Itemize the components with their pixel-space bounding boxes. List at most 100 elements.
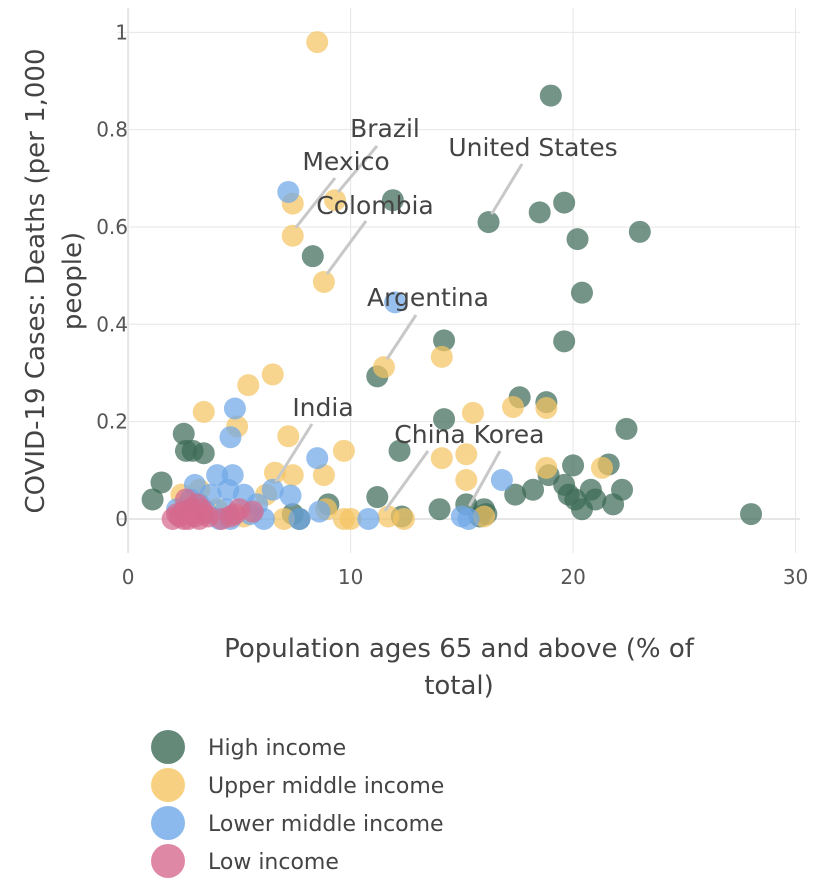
x-tick-label: 20 [560,565,585,589]
data-point-lower-middle-income[interactable] [219,426,242,449]
data-point-upper-middle-income[interactable] [324,189,347,212]
data-point-lower-middle-income[interactable] [306,447,329,470]
data-point-low-income[interactable] [166,503,189,526]
data-point-lower-middle-income[interactable] [457,507,480,530]
annotation-label-united-states: United States [448,133,617,162]
data-point-high-income[interactable] [570,281,593,304]
x-tick-label: 10 [338,565,363,589]
data-point-upper-middle-income[interactable] [430,447,453,470]
data-point-upper-middle-income[interactable] [312,464,335,487]
data-point-high-income[interactable] [553,330,576,353]
legend-marker-low-income[interactable] [151,844,185,878]
y-tick-label: 0.6 [96,215,128,239]
data-point-low-income[interactable] [190,498,213,521]
data-point-upper-middle-income[interactable] [261,363,284,386]
data-point-upper-middle-income[interactable] [339,507,362,530]
data-point-high-income[interactable] [388,439,411,462]
data-point-high-income[interactable] [539,84,562,107]
data-point-upper-middle-income[interactable] [455,469,478,492]
data-point-upper-middle-income[interactable] [281,464,304,487]
data-point-high-income[interactable] [428,498,451,521]
data-point-upper-middle-income[interactable] [430,345,453,368]
data-point-upper-middle-income[interactable] [272,507,295,530]
data-point-high-income[interactable] [562,454,585,477]
data-point-high-income[interactable] [433,408,456,431]
data-point-high-income[interactable] [522,478,545,501]
data-point-high-income[interactable] [301,245,324,268]
legend-label-low-income[interactable]: Low income [208,850,339,875]
annotation-line-korea [467,450,502,507]
data-point-lower-middle-income[interactable] [490,469,513,492]
data-point-lower-middle-income[interactable] [277,180,300,203]
y-axis-title-line1: COVID-19 Cases: Deaths (per 1,000 [21,48,51,513]
data-point-high-income[interactable] [504,483,527,506]
data-point-low-income[interactable] [210,507,233,530]
data-point-upper-middle-income[interactable] [192,400,215,423]
data-point-high-income[interactable] [615,417,638,440]
data-point-high-income[interactable] [602,493,625,516]
data-point-high-income[interactable] [172,422,195,445]
annotation-line-united-states [490,163,524,215]
data-point-upper-middle-income[interactable] [535,456,558,479]
data-point-low-income[interactable] [241,500,264,523]
annotation-line-china [383,450,430,512]
y-axis-title-line2: people) [58,232,88,330]
legend-label-upper-middle-income[interactable]: Upper middle income [208,774,444,799]
legend[interactable]: High income Upper middle income Lower midd… [151,730,444,878]
data-point-upper-middle-income[interactable] [461,401,484,424]
data-point-upper-middle-income[interactable] [237,374,260,397]
data-point-high-income[interactable] [740,503,763,526]
legend-label-lower-middle-income[interactable]: Lower middle income [208,812,444,837]
data-point-lower-middle-income[interactable] [217,478,240,501]
data-point-high-income[interactable] [570,498,593,521]
y-tick-label: 0.2 [96,410,128,434]
x-axis-title-line1: Population ages 65 and above (% of [224,634,695,664]
data-point-high-income[interactable] [566,228,589,251]
data-point-high-income[interactable] [477,211,500,234]
legend-label-high-income[interactable]: High income [208,736,346,761]
data-point-lower-middle-income[interactable] [261,478,284,501]
data-point-lower-middle-income[interactable] [288,507,311,530]
annotation-line-brazil [336,145,379,194]
data-point-high-income[interactable] [381,189,404,212]
legend-marker-high-income[interactable] [151,730,185,764]
legend-marker-upper-middle-income[interactable] [151,768,185,802]
data-point-upper-middle-income[interactable] [535,396,558,419]
data-point-lower-middle-income[interactable] [384,291,407,314]
data-point-upper-middle-income[interactable] [281,224,304,247]
data-point-high-income[interactable] [366,486,389,509]
x-tick-label: 0 [122,565,135,589]
data-point-high-income[interactable] [192,442,215,465]
data-point-upper-middle-income[interactable] [277,425,300,448]
data-point-upper-middle-income[interactable] [306,31,329,54]
data-point-lower-middle-income[interactable] [308,500,331,523]
data-point-high-income[interactable] [433,329,456,352]
data-point-upper-middle-income[interactable] [312,270,335,293]
data-point-upper-middle-income[interactable] [590,456,613,479]
annotation-label-mexico: Mexico [302,147,389,176]
data-point-high-income[interactable] [553,191,576,214]
annotation-label-india: India [292,393,353,422]
data-point-high-income[interactable] [150,471,173,494]
data-point-lower-middle-income[interactable] [223,397,246,420]
data-point-high-income[interactable] [528,201,551,224]
data-point-upper-middle-income[interactable] [263,461,286,484]
data-point-upper-middle-income[interactable] [332,439,355,462]
data-point-lower-middle-income[interactable] [279,484,302,507]
x-axis-title-line2: total) [424,671,494,701]
data-point-high-income[interactable] [628,220,651,243]
y-tick-label: 0 [115,507,128,531]
data-point-upper-middle-income[interactable] [392,507,415,530]
annotation-label-korea: Korea [474,420,545,449]
data-point-upper-middle-income[interactable] [455,443,478,466]
annotation-line-argentina [385,314,418,360]
data-point-upper-middle-income[interactable] [502,396,525,419]
data-point-high-income[interactable] [141,488,164,511]
data-point-upper-middle-income[interactable] [372,356,395,379]
data-point-high-income[interactable] [557,483,580,506]
legend-marker-lower-middle-income[interactable] [151,806,185,840]
x-tick-label: 30 [783,565,808,589]
data-point-lower-middle-income[interactable] [357,507,380,530]
annotation-label-argentina: Argentina [367,283,489,312]
